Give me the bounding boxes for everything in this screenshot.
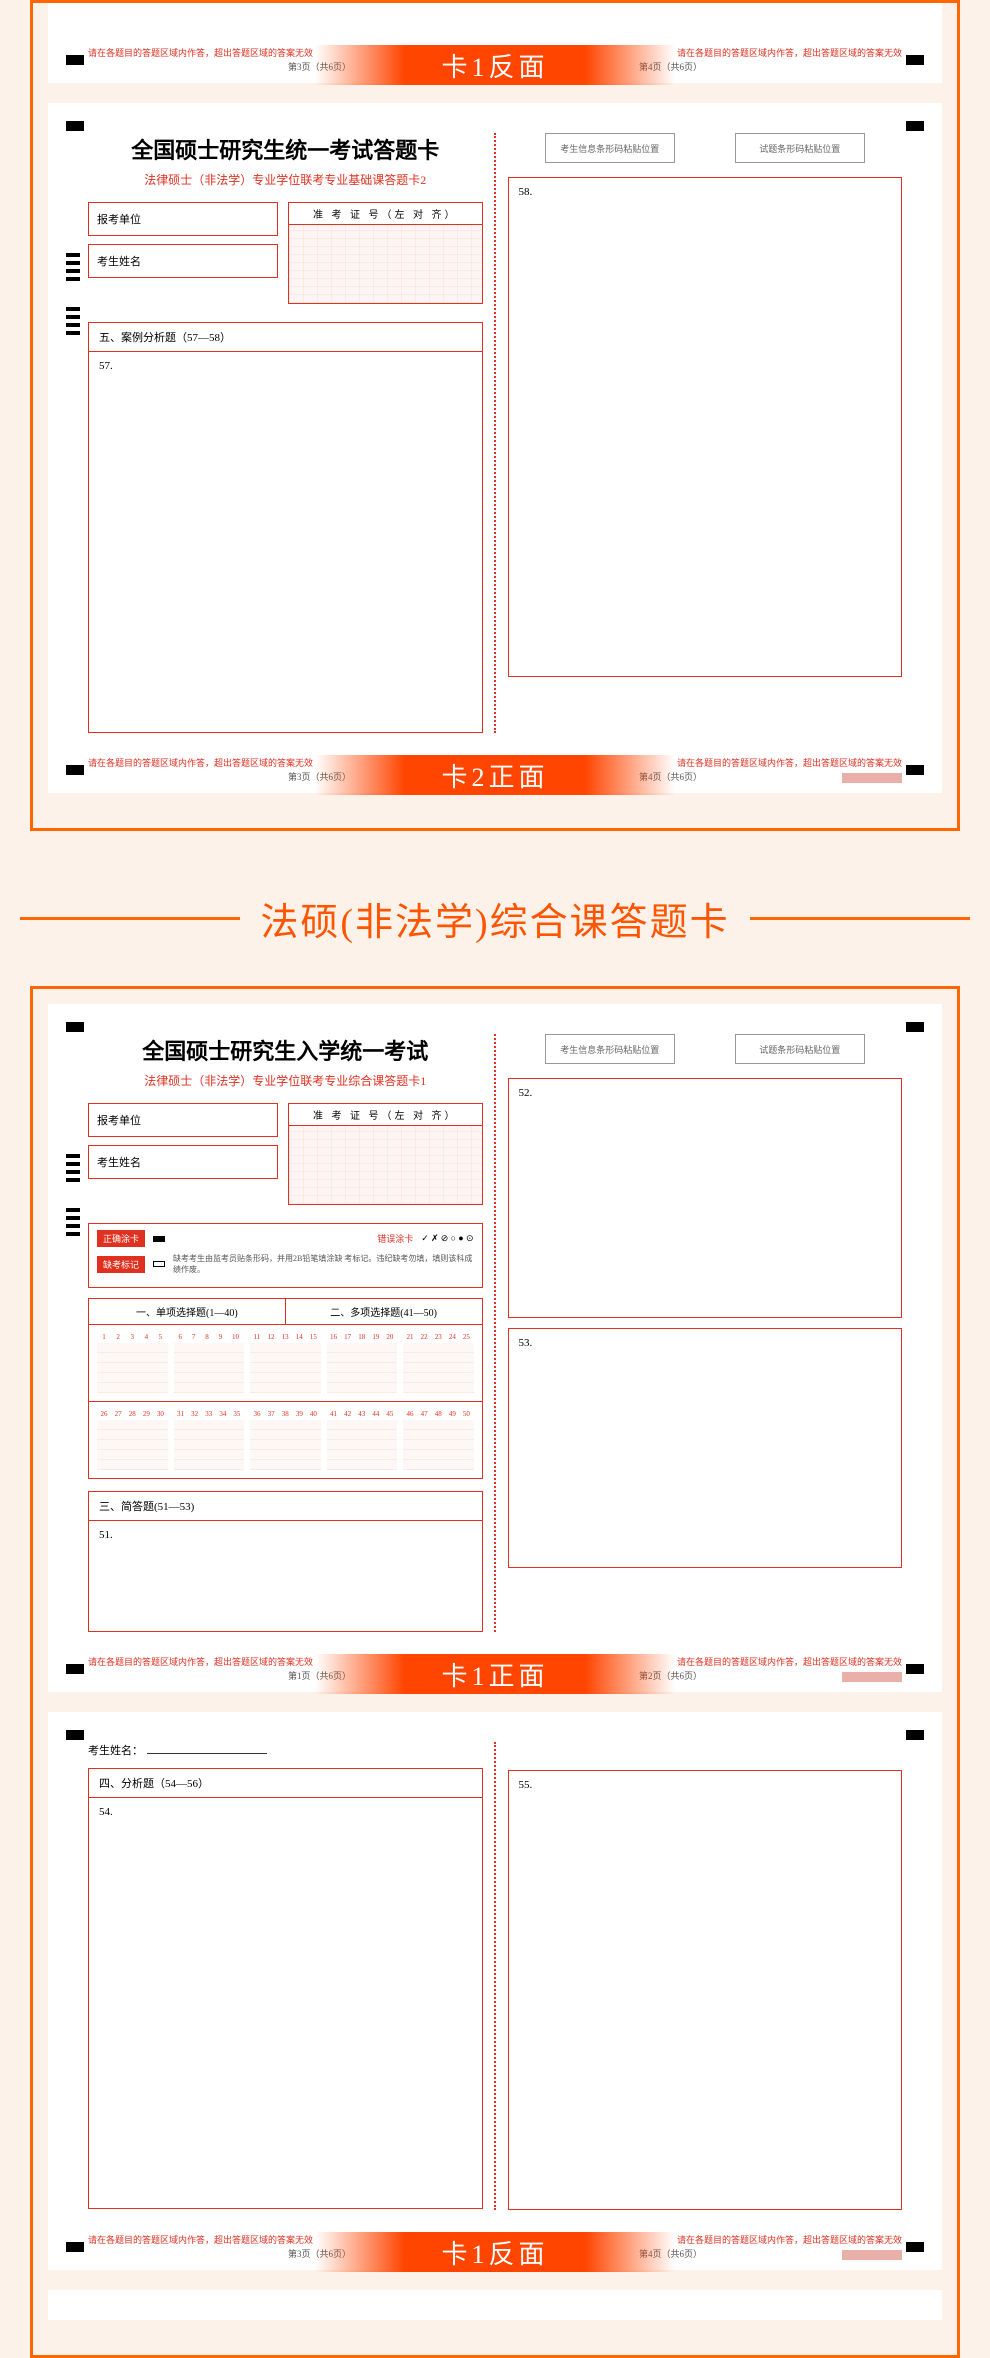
wrong-marks: ✓ ✗ ⊘ ○ ● ⊙ [421, 1233, 473, 1244]
mc-header-2: 二、多项选择题(41—50) [286, 1299, 482, 1324]
sheet-title: 全国硕士研究生统一考试答题卡 [88, 133, 483, 165]
sticker-paper: 试题条形码粘贴位置 [735, 1034, 865, 1064]
defect-box [153, 1261, 165, 1267]
answer-area-52[interactable]: 52. [508, 1078, 903, 1318]
corner-mark [906, 1730, 924, 1740]
wrong-label: 错误涂卡 [377, 1232, 413, 1245]
name-input[interactable]: 考生姓名 [88, 244, 278, 278]
sheet-title: 全国硕士研究生入学统一考试 [88, 1034, 483, 1066]
section3-header: 三、简答题(51—53) [89, 1492, 482, 1521]
answer-area-51[interactable]: 51. [89, 1521, 482, 1631]
sticker-info: 考生信息条形码粘贴位置 [545, 133, 675, 163]
id-grid[interactable]: 准 考 证 号（左 对 齐） [288, 1103, 483, 1205]
side-marks [66, 253, 80, 335]
corner-mark [66, 1730, 84, 1740]
name-line[interactable]: 考生姓名： [88, 1742, 483, 1758]
section-divider: 法硕(非法学)综合课答题卡 [20, 891, 970, 946]
sticker-paper: 试题条形码粘贴位置 [735, 133, 865, 163]
sheet-subtitle: 法律硕士（非法学）专业学位联考专业综合课答题卡1 [88, 1072, 483, 1089]
answer-area-58[interactable]: 58. [508, 177, 903, 677]
dotted-divider [494, 1742, 496, 2210]
banner: 卡1反面 [48, 2232, 942, 2272]
corner-mark [906, 121, 924, 131]
section4-header: 四、分析题（54—56） [89, 1769, 482, 1798]
side-marks [66, 1154, 80, 1236]
defect-label: 缺考标记 [97, 1256, 145, 1273]
fill-sample-correct [153, 1236, 165, 1242]
section-header: 五、案例分析题（57—58） [89, 323, 482, 352]
answer-area-53[interactable]: 53. [508, 1328, 903, 1568]
corner-mark [906, 1022, 924, 1032]
name-input[interactable]: 考生姓名 [88, 1145, 278, 1179]
answer-area-55[interactable]: 55. [508, 1770, 903, 2210]
id-grid[interactable]: 准 考 证 号（左 对 齐） [288, 202, 483, 304]
answer-area-54[interactable]: 54. [89, 1798, 482, 2208]
defect-note: 缺考考生由监考员贴条形码，并用2B铅笔填涂缺 考标记。违纪缺考勿填，填则该科成绩… [173, 1253, 473, 1275]
banner: 卡1反面 [48, 45, 942, 85]
answer-area-57[interactable]: 57. [89, 352, 482, 732]
corner-mark [66, 121, 84, 131]
correct-label: 正确涂卡 [97, 1230, 145, 1247]
sticker-info: 考生信息条形码粘贴位置 [545, 1034, 675, 1064]
unit-input[interactable]: 报考单位 [88, 1103, 278, 1137]
banner: 卡2正面 [48, 755, 942, 795]
dotted-divider [494, 1034, 496, 1632]
dotted-divider [494, 133, 496, 733]
corner-mark [66, 1022, 84, 1032]
banner: 卡1正面 [48, 1654, 942, 1694]
mc-section[interactable]: 一、单项选择题(1—40) 二、多项选择题(41—50) 12345 67891… [88, 1298, 483, 1479]
mc-header-1: 一、单项选择题(1—40) [89, 1299, 286, 1324]
sheet-subtitle: 法律硕士（非法学）专业学位联考专业基础课答题卡2 [88, 171, 483, 188]
unit-input[interactable]: 报考单位 [88, 202, 278, 236]
